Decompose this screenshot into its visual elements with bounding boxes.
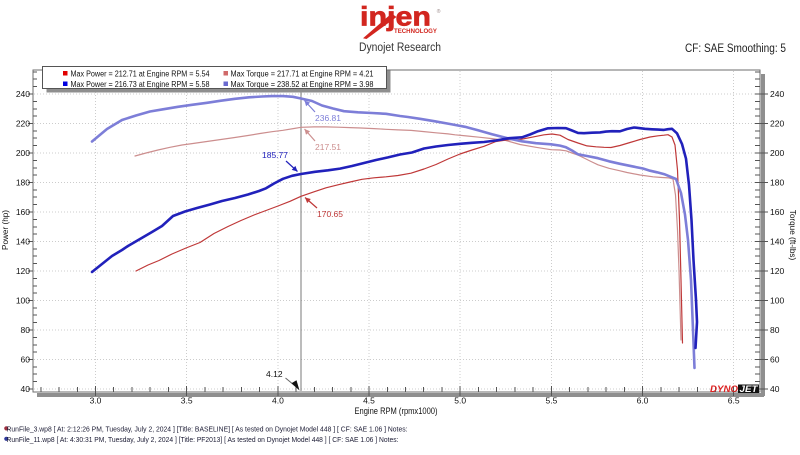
svg-text:120: 120 bbox=[16, 266, 30, 276]
svg-text:TECHNOLOGY: TECHNOLOGY bbox=[394, 28, 438, 35]
svg-text:160: 160 bbox=[770, 207, 784, 217]
svg-text:170.65: 170.65 bbox=[317, 209, 343, 219]
svg-text:3.5: 3.5 bbox=[181, 396, 193, 406]
svg-text:217.51: 217.51 bbox=[315, 142, 341, 152]
svg-text:200: 200 bbox=[770, 148, 784, 158]
svg-text:220: 220 bbox=[16, 119, 30, 129]
svg-text:60: 60 bbox=[770, 355, 780, 365]
svg-text:160: 160 bbox=[16, 207, 30, 217]
svg-text:40: 40 bbox=[770, 384, 780, 394]
svg-text:100: 100 bbox=[16, 296, 30, 306]
svg-text:6.5: 6.5 bbox=[728, 396, 740, 406]
svg-text:Engine RPM (rpmx1000): Engine RPM (rpmx1000) bbox=[355, 406, 438, 416]
svg-text:6.0: 6.0 bbox=[637, 396, 649, 406]
svg-text:®: ® bbox=[437, 8, 441, 15]
svg-text:220: 220 bbox=[770, 119, 784, 129]
svg-text:JET: JET bbox=[740, 384, 759, 395]
svg-text:60: 60 bbox=[21, 355, 31, 365]
svg-text:80: 80 bbox=[21, 325, 31, 335]
svg-text:185.77: 185.77 bbox=[262, 150, 288, 160]
svg-text:3.0: 3.0 bbox=[90, 396, 102, 406]
svg-text:Dynojet Research: Dynojet Research bbox=[359, 42, 441, 54]
svg-text:180: 180 bbox=[770, 178, 784, 188]
svg-text:RunFile_11.wp8 [ At: 4:30:31 P: RunFile_11.wp8 [ At: 4:30:31 PM, Tuesday… bbox=[7, 435, 399, 444]
svg-text:Max Power = 212.71 at Engine R: Max Power = 212.71 at Engine RPM = 5.54 bbox=[71, 70, 210, 79]
svg-text:Max Power = 216.73 at Engine R: Max Power = 216.73 at Engine RPM = 5.58 bbox=[71, 80, 210, 89]
svg-text:120: 120 bbox=[770, 266, 784, 276]
svg-text:DYNO: DYNO bbox=[710, 384, 739, 395]
svg-text:140: 140 bbox=[16, 237, 30, 247]
svg-text:236.81: 236.81 bbox=[315, 113, 341, 123]
svg-text:100: 100 bbox=[770, 296, 784, 306]
svg-text:4.5: 4.5 bbox=[363, 396, 375, 406]
svg-text:Max Torque = 238.52 at Engine: Max Torque = 238.52 at Engine RPM = 3.98 bbox=[231, 80, 375, 89]
svg-text:Max Torque = 217.71 at Engine: Max Torque = 217.71 at Engine RPM = 4.21 bbox=[231, 70, 375, 79]
svg-text:RunFile_3.wp8 [ At: 2:12:26 PM: RunFile_3.wp8 [ At: 2:12:26 PM, Tuesday,… bbox=[7, 425, 408, 434]
svg-text:200: 200 bbox=[16, 148, 30, 158]
svg-text:Power (hp): Power (hp) bbox=[1, 210, 10, 250]
svg-text:240: 240 bbox=[770, 89, 784, 99]
svg-text:140: 140 bbox=[770, 237, 784, 247]
svg-text:4.0: 4.0 bbox=[272, 396, 284, 406]
svg-text:180: 180 bbox=[16, 178, 30, 188]
svg-text:40: 40 bbox=[21, 384, 31, 394]
svg-text:80: 80 bbox=[770, 325, 780, 335]
svg-text:Torque (ft-lbs): Torque (ft-lbs) bbox=[788, 210, 797, 261]
svg-text:5.5: 5.5 bbox=[545, 396, 557, 406]
svg-text:CF: SAE Smoothing: 5: CF: SAE Smoothing: 5 bbox=[685, 43, 786, 55]
svg-text:240: 240 bbox=[16, 89, 30, 99]
svg-text:5.0: 5.0 bbox=[454, 396, 466, 406]
svg-text:4.12: 4.12 bbox=[266, 369, 283, 379]
